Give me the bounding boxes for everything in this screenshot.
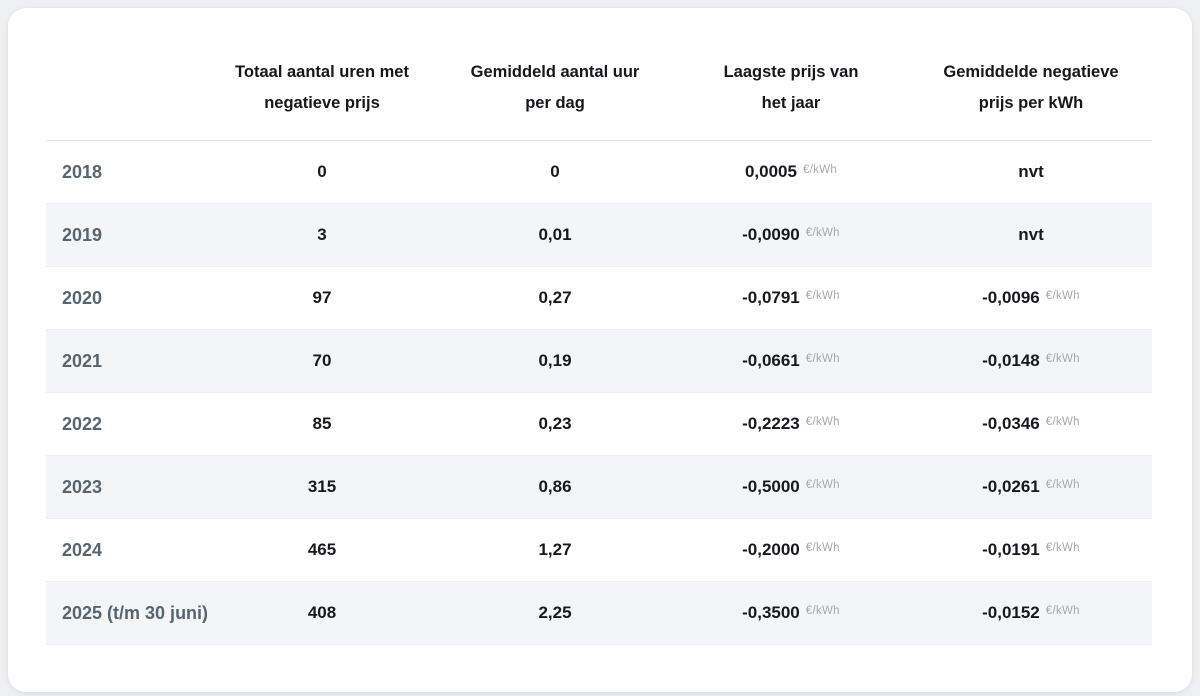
hours-per-day-cell: 1,27: [438, 518, 672, 582]
lowest-price-cell: -0,5000 €/kWh: [672, 455, 910, 519]
hours-per-day-cell: 0,19: [438, 329, 672, 393]
unit-label: €/kWh: [1045, 479, 1080, 491]
unit-label: €/kWh: [1045, 353, 1080, 365]
year-cell: 2023: [46, 455, 206, 519]
year-cell: 2021: [46, 329, 206, 393]
unit-label: €/kWh: [805, 479, 840, 491]
column-header-year: [46, 32, 206, 141]
price-value: -0,2223: [742, 414, 800, 433]
unit-label: €/kWh: [805, 416, 840, 428]
total-hours-cell: 408: [206, 581, 438, 645]
header-line: Gemiddelde negatieve: [943, 63, 1119, 81]
price-value: -0,0148: [982, 351, 1040, 370]
header-line: Laagste prijs van: [723, 63, 859, 81]
hours-per-day-cell: 0,27: [438, 266, 672, 330]
lowest-price-cell: -0,2223 €/kWh: [672, 392, 910, 456]
total-hours-cell: 465: [206, 518, 438, 582]
lowest-price-cell: -0,3500 €/kWh: [672, 581, 910, 645]
unit-label: €/kWh: [805, 542, 840, 554]
table-row-2024: 2024 465 1,27 -0,2000 €/kWh -0,0191 €/kWh: [46, 518, 1152, 582]
price-value: 0,0005: [744, 162, 797, 181]
table-row-2020: 2020 97 0,27 -0,0791 €/kWh -0,0096 €/kWh: [46, 266, 1152, 330]
column-header-total-hours: Totaal aantal uren met negatieve prijs: [206, 32, 438, 141]
price-value: -0,0346: [982, 414, 1040, 433]
year-cell: 2020: [46, 266, 206, 330]
total-hours-cell: 315: [206, 455, 438, 519]
hours-per-day-cell: 0,01: [438, 203, 672, 267]
average-price-cell: nvt: [910, 140, 1152, 204]
price-value: -0,0096: [982, 288, 1040, 307]
hours-per-day-cell: 2,25: [438, 581, 672, 645]
unit-label: €/kWh: [1045, 416, 1080, 428]
price-value: nvt: [1018, 162, 1044, 181]
lowest-price-cell: -0,2000 €/kWh: [672, 518, 910, 582]
price-value: -0,0191: [982, 540, 1040, 559]
table-row-2018: 2018 0 0 0,0005 €/kWh nvt: [46, 140, 1152, 204]
hours-per-day-cell: 0,86: [438, 455, 672, 519]
year-cell: 2024: [46, 518, 206, 582]
price-value: -0,0090: [742, 225, 800, 244]
average-price-cell: -0,0148 €/kWh: [910, 329, 1152, 393]
average-price-cell: -0,0096 €/kWh: [910, 266, 1152, 330]
average-price-cell: -0,0191 €/kWh: [910, 518, 1152, 582]
price-value: -0,0791: [742, 288, 800, 307]
header-line: het jaar: [761, 94, 821, 112]
header-line: per dag: [525, 94, 585, 112]
unit-label: €/kWh: [1045, 290, 1080, 302]
unit-label: €/kWh: [802, 164, 838, 176]
header-line: negatieve prijs: [264, 94, 380, 112]
header-line: Totaal aantal uren met: [235, 63, 409, 81]
price-value: -0,2000: [742, 540, 800, 559]
total-hours-cell: 0: [206, 140, 438, 204]
unit-label: €/kWh: [1045, 542, 1080, 554]
lowest-price-cell: 0,0005 €/kWh: [672, 140, 910, 204]
price-value: -0,3500: [742, 603, 800, 622]
table-row-2021: 2021 70 0,19 -0,0661 €/kWh -0,0148 €/kWh: [46, 329, 1152, 393]
total-hours-cell: 85: [206, 392, 438, 456]
total-hours-cell: 3: [206, 203, 438, 267]
negative-price-table: Totaal aantal uren met negatieve prijs G…: [46, 32, 1152, 645]
unit-label: €/kWh: [805, 227, 840, 239]
price-value: nvt: [1018, 225, 1044, 244]
table-row-2025: 2025 (t/m 30 juni) 408 2,25 -0,3500 €/kWh…: [46, 581, 1152, 645]
header-row: Totaal aantal uren met negatieve prijs G…: [46, 32, 1152, 141]
lowest-price-cell: -0,0090 €/kWh: [672, 203, 910, 267]
unit-label: €/kWh: [805, 605, 840, 617]
unit-label: €/kWh: [805, 353, 840, 365]
table-header: Totaal aantal uren met negatieve prijs G…: [46, 32, 1152, 141]
price-value: -0,5000: [742, 477, 800, 496]
hours-per-day-cell: 0: [438, 140, 672, 204]
column-header-lowest-price: Laagste prijs van het jaar: [672, 32, 910, 141]
average-price-cell: -0,0152 €/kWh: [910, 581, 1152, 645]
price-value: -0,0261: [982, 477, 1040, 496]
table-row-2019: 2019 3 0,01 -0,0090 €/kWh nvt: [46, 203, 1152, 267]
price-value: -0,0152: [982, 603, 1040, 622]
unit-label: €/kWh: [805, 290, 840, 302]
price-value: -0,0661: [742, 351, 800, 370]
table-row-2023: 2023 315 0,86 -0,5000 €/kWh -0,0261 €/kWh: [46, 455, 1152, 519]
year-cell: 2025 (t/m 30 juni): [46, 581, 208, 645]
year-cell: 2018: [46, 140, 206, 204]
table-row-2022: 2022 85 0,23 -0,2223 €/kWh -0,0346 €/kWh: [46, 392, 1152, 456]
column-header-hours-per-day: Gemiddeld aantal uur per dag: [438, 32, 672, 141]
lowest-price-cell: -0,0791 €/kWh: [672, 266, 910, 330]
average-price-cell: -0,0261 €/kWh: [910, 455, 1152, 519]
total-hours-cell: 97: [206, 266, 438, 330]
average-price-cell: -0,0346 €/kWh: [910, 392, 1152, 456]
unit-label: €/kWh: [1045, 605, 1080, 617]
table-body: 2018 0 0 0,0005 €/kWh nvt 2019 3 0,01 -0,…: [46, 140, 1152, 645]
table-card: Totaal aantal uren met negatieve prijs G…: [8, 8, 1192, 692]
header-line: Gemiddeld aantal uur: [470, 63, 640, 81]
year-cell: 2022: [46, 392, 206, 456]
hours-per-day-cell: 0,23: [438, 392, 672, 456]
total-hours-cell: 70: [206, 329, 438, 393]
header-line: prijs per kWh: [978, 94, 1084, 112]
column-header-average-price: Gemiddelde negatieve prijs per kWh: [910, 32, 1152, 141]
year-cell: 2019: [46, 203, 206, 267]
average-price-cell: nvt: [910, 203, 1152, 267]
lowest-price-cell: -0,0661 €/kWh: [672, 329, 910, 393]
